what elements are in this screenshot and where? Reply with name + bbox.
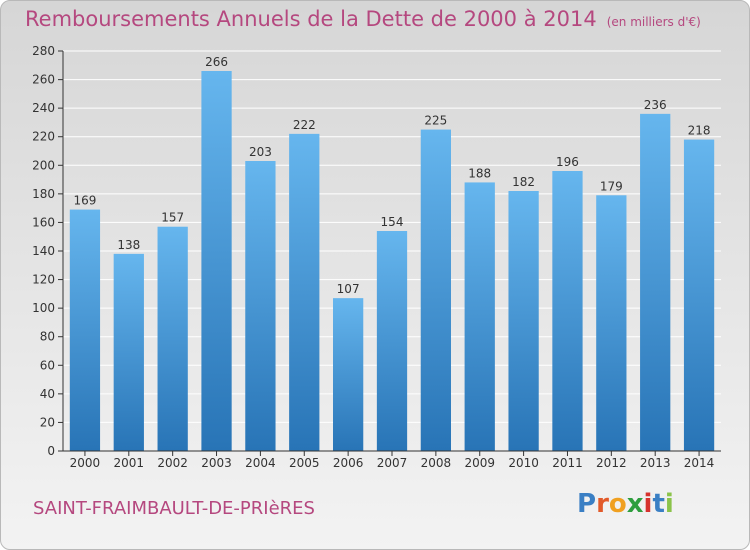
x-tick-label-2010: 2010 xyxy=(508,456,539,470)
y-tick-label: 100 xyxy=(32,301,55,315)
bar-2013 xyxy=(640,113,671,451)
x-tick-label-2007: 2007 xyxy=(377,456,408,470)
y-tick-label: 160 xyxy=(32,215,55,229)
chart-title-text: Remboursements Annuels de la Dette de 20… xyxy=(25,7,597,31)
data-label-2013: 236 xyxy=(644,98,667,112)
logo-letter: i xyxy=(643,489,653,519)
data-label-2002: 157 xyxy=(161,211,184,225)
bars xyxy=(69,71,715,452)
y-tick-label: 40 xyxy=(40,387,55,401)
logo-letter: i xyxy=(664,489,674,519)
bar-2012 xyxy=(596,195,627,451)
y-tick-label: 20 xyxy=(40,415,55,429)
y-tick-label: 260 xyxy=(32,73,55,87)
bar-2008 xyxy=(420,129,452,452)
bar-2009 xyxy=(464,182,495,451)
data-label-2008: 225 xyxy=(424,114,447,128)
x-tick-label-2002: 2002 xyxy=(157,456,188,470)
logo-letter: o xyxy=(608,489,627,519)
y-tick-label: 200 xyxy=(32,158,55,172)
data-label-2012: 179 xyxy=(600,179,623,193)
x-tick-label-2011: 2011 xyxy=(552,456,583,470)
chart-unit: (en milliers d'€) xyxy=(606,15,701,29)
bar-2001 xyxy=(113,253,144,451)
bar-2003 xyxy=(201,71,232,451)
bar-2010 xyxy=(508,191,539,451)
bar-2006 xyxy=(332,298,364,451)
logo-letter: x xyxy=(626,489,644,519)
y-tick-label: 80 xyxy=(40,330,55,344)
chart-title: Remboursements Annuels de la Dette de 20… xyxy=(25,7,701,31)
x-tick-label-2013: 2013 xyxy=(640,456,671,470)
data-label-2014: 218 xyxy=(688,124,711,138)
proxiti-logo: Proxiti xyxy=(577,489,674,519)
y-tick-label: 60 xyxy=(40,358,55,372)
x-tick-label-2000: 2000 xyxy=(70,456,101,470)
bar-2007 xyxy=(376,231,408,451)
data-label-2007: 154 xyxy=(381,215,404,229)
x-tick-label-2005: 2005 xyxy=(289,456,320,470)
x-tick-label-2008: 2008 xyxy=(421,456,452,470)
y-tick-label: 140 xyxy=(32,244,55,258)
bar-2011 xyxy=(552,171,583,451)
x-tick-label-2009: 2009 xyxy=(464,456,495,470)
data-label-2011: 196 xyxy=(556,155,579,169)
bar-2002 xyxy=(157,226,188,451)
bar-2004 xyxy=(245,161,276,451)
commune-name: SAINT-FRAIMBAULT-DE-PRIèRES xyxy=(33,498,315,519)
x-tick-label-2006: 2006 xyxy=(333,456,364,470)
data-label-2001: 138 xyxy=(117,238,140,252)
y-tick-label: 0 xyxy=(47,444,55,458)
x-tick-label-2012: 2012 xyxy=(596,456,627,470)
y-tick-label: 240 xyxy=(32,101,55,115)
x-tick-label-2004: 2004 xyxy=(245,456,276,470)
data-label-2004: 203 xyxy=(249,145,272,159)
bar-2005 xyxy=(289,133,320,451)
data-label-2010: 182 xyxy=(512,175,535,189)
x-tick-label-2014: 2014 xyxy=(684,456,715,470)
x-tick-label-2001: 2001 xyxy=(114,456,145,470)
data-label-2009: 188 xyxy=(468,166,491,180)
data-label-2006: 107 xyxy=(337,282,360,296)
data-labels: 169 138 157 266 203 222 107 154 225 188 182 196 179 2… xyxy=(73,55,710,296)
bar-2000 xyxy=(69,209,101,451)
y-tick-label: 220 xyxy=(32,130,55,144)
y-tick-label: 120 xyxy=(32,273,55,287)
logo-letter: P xyxy=(577,489,597,519)
data-label-2005: 222 xyxy=(293,118,316,132)
bar-2014 xyxy=(683,139,715,452)
axes: 0 20 40 60 80 100 120 140 160 180 200 220 240 260 280 2… xyxy=(32,44,721,470)
logo-letter: t xyxy=(652,489,665,519)
logo-letter: r xyxy=(596,489,609,519)
y-tick-label: 280 xyxy=(32,44,55,58)
x-tick-label-2003: 2003 xyxy=(201,456,232,470)
data-label-2003: 266 xyxy=(205,55,228,69)
data-label-2000: 169 xyxy=(73,194,96,208)
y-tick-label: 180 xyxy=(32,187,55,201)
